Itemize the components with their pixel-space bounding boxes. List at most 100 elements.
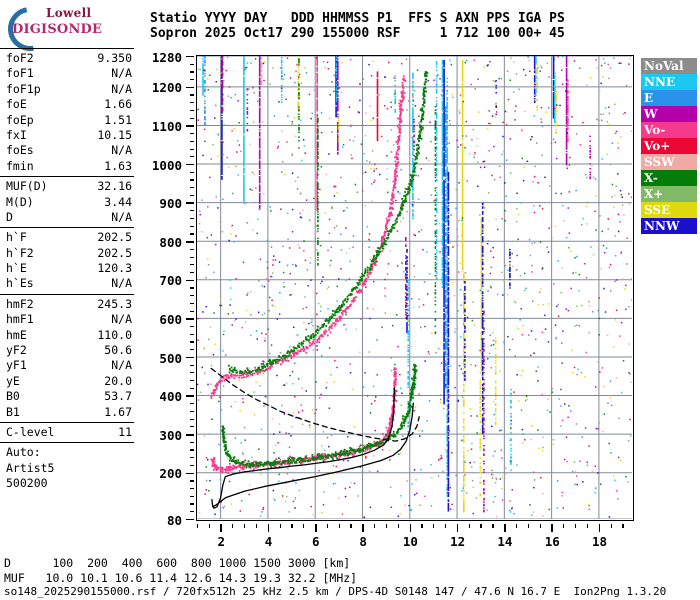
legend-item-nne[interactable]: NNE bbox=[641, 74, 697, 90]
x-minor-tick bbox=[622, 524, 624, 528]
param-name: B1 bbox=[6, 404, 20, 419]
legend-item-noval[interactable]: NoVal bbox=[641, 58, 697, 74]
x-minor-tick bbox=[326, 524, 328, 528]
x-minor-tick bbox=[196, 524, 198, 528]
param-value: 9.350 bbox=[97, 51, 132, 65]
param-value: N/A bbox=[111, 358, 132, 373]
param-row: hmE 110.0 bbox=[0, 328, 140, 343]
param-name: fxI bbox=[6, 127, 27, 142]
x-minor-tick bbox=[350, 524, 352, 528]
param-row: foE 1.66 bbox=[0, 97, 140, 112]
y-tick-label: 1100 bbox=[151, 119, 182, 135]
param-row: foF1p N/A bbox=[0, 82, 140, 97]
param-name: M(D) bbox=[6, 194, 34, 209]
param-name: yE bbox=[6, 373, 20, 388]
auto-scaler-text: Artist5 bbox=[6, 460, 55, 475]
param-name: h`E bbox=[6, 261, 27, 276]
ionogram-plot-area[interactable] bbox=[196, 55, 634, 521]
legend-item-x-[interactable]: X+ bbox=[641, 186, 697, 202]
x-major-tick bbox=[409, 524, 412, 532]
y-tick-label: 200 bbox=[159, 466, 182, 482]
param-value: N/A bbox=[111, 312, 132, 327]
param-name: h`F2 bbox=[6, 245, 34, 260]
param-value: 1.51 bbox=[104, 112, 132, 127]
legend-item-ssw[interactable]: SSW bbox=[641, 154, 697, 170]
x-tick-label: 14 bbox=[497, 534, 513, 549]
y-minor-tick bbox=[190, 163, 194, 166]
legend-item-vo-[interactable]: Vo+ bbox=[641, 138, 697, 154]
x-tick-label: 10 bbox=[402, 534, 418, 549]
param-row: yE 20.0 bbox=[0, 374, 140, 389]
auto-scaler-line: Auto: bbox=[0, 445, 140, 460]
x-minor-tick bbox=[515, 524, 518, 528]
param-name: yF1 bbox=[6, 358, 27, 373]
param-value: N/A bbox=[111, 276, 132, 291]
param-name: C-level bbox=[6, 424, 55, 439]
param-row: h`Es N/A bbox=[0, 276, 140, 291]
y-minor-tick bbox=[190, 171, 194, 173]
legend-item-x-[interactable]: X- bbox=[641, 170, 697, 186]
param-name: foF2 bbox=[6, 51, 34, 65]
auto-scaler-line: 500200 bbox=[0, 476, 140, 491]
legend-item-sse[interactable]: SSE bbox=[641, 202, 697, 218]
legend-item-e[interactable]: E bbox=[641, 90, 697, 106]
y-minor-tick bbox=[190, 349, 194, 351]
param-value: 10.15 bbox=[97, 127, 132, 142]
legend-item-nnw[interactable]: NNW bbox=[641, 218, 697, 234]
y-minor-tick bbox=[190, 241, 194, 243]
param-divider bbox=[0, 421, 134, 423]
x-minor-tick bbox=[492, 524, 494, 528]
y-minor-tick bbox=[190, 133, 194, 135]
param-value: N/A bbox=[111, 209, 132, 224]
y-tick-label: 800 bbox=[159, 234, 182, 250]
y-minor-tick bbox=[190, 480, 194, 482]
y-minor-tick bbox=[190, 79, 194, 81]
y-tick-label: 1000 bbox=[151, 157, 182, 173]
x-major-tick bbox=[504, 524, 506, 532]
param-value: N/A bbox=[111, 143, 132, 158]
y-minor-tick bbox=[190, 117, 194, 119]
y-minor-tick bbox=[190, 194, 194, 196]
param-row: D N/A bbox=[0, 210, 140, 225]
param-row: hmF1 N/A bbox=[0, 312, 140, 327]
y-minor-tick bbox=[190, 387, 194, 389]
param-name: foEp bbox=[6, 112, 34, 127]
x-tick-label: 8 bbox=[359, 534, 367, 549]
param-name: hmF2 bbox=[6, 296, 34, 311]
interference-noise bbox=[197, 56, 632, 519]
param-name: fmin bbox=[6, 158, 34, 173]
record-header: Statio YYYY DAY DDD HHMMSS P1 FFS S AXN … bbox=[150, 11, 565, 41]
y-minor-tick bbox=[190, 233, 194, 235]
param-name: foF1p bbox=[6, 81, 41, 96]
y-tick-label: 500 bbox=[159, 350, 182, 366]
legend-item-w[interactable]: W bbox=[641, 106, 697, 122]
param-name: yF2 bbox=[6, 343, 27, 358]
param-value: 1.63 bbox=[104, 158, 132, 173]
param-row: B0 53.7 bbox=[0, 389, 140, 404]
param-row: B1 1.67 bbox=[0, 405, 140, 420]
x-minor-tick bbox=[539, 524, 541, 528]
auto-scaler-text: 500200 bbox=[6, 476, 48, 491]
param-value: 202.5 bbox=[97, 245, 132, 260]
y-minor-tick bbox=[190, 356, 194, 359]
x-minor-tick bbox=[445, 524, 447, 528]
y-tick-label: 700 bbox=[159, 273, 182, 289]
y-minor-tick bbox=[190, 364, 194, 366]
param-value: 245.3 bbox=[97, 296, 132, 311]
logo-lowell-text: Lowell bbox=[46, 6, 92, 20]
x-minor-tick bbox=[385, 524, 388, 528]
x-minor-tick bbox=[610, 524, 612, 528]
param-divider bbox=[0, 293, 134, 295]
y-minor-tick bbox=[190, 302, 194, 305]
param-value: 120.3 bbox=[97, 261, 132, 276]
param-divider bbox=[0, 227, 134, 229]
param-row: h`E 120.3 bbox=[0, 261, 140, 276]
param-value: 202.5 bbox=[97, 230, 132, 245]
y-minor-tick bbox=[190, 148, 194, 150]
legend-item-vo-[interactable]: Vo- bbox=[641, 122, 697, 138]
param-value: 20.0 bbox=[104, 373, 132, 388]
x-minor-tick bbox=[433, 524, 435, 528]
y-minor-tick bbox=[190, 217, 194, 220]
param-row: yF2 50.6 bbox=[0, 343, 140, 358]
